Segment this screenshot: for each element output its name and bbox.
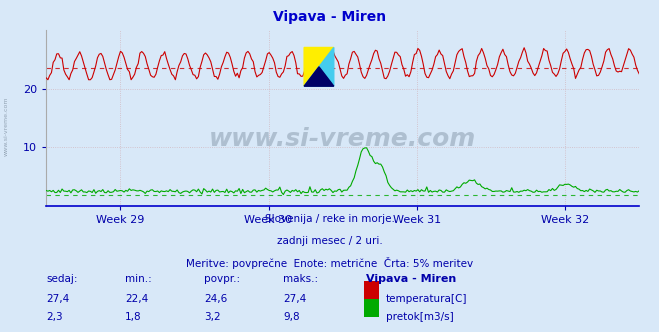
Text: Vipava - Miren: Vipava - Miren	[366, 274, 456, 284]
Text: zadnji mesec / 2 uri.: zadnji mesec / 2 uri.	[277, 236, 382, 246]
Text: Meritve: povprečne  Enote: metrične  Črta: 5% meritev: Meritve: povprečne Enote: metrične Črta:…	[186, 257, 473, 269]
Polygon shape	[304, 47, 334, 86]
Text: temperatura[C]: temperatura[C]	[386, 294, 467, 304]
Text: pretok[m3/s]: pretok[m3/s]	[386, 312, 453, 322]
Text: Vipava - Miren: Vipava - Miren	[273, 10, 386, 24]
Text: 9,8: 9,8	[283, 312, 300, 322]
Text: sedaj:: sedaj:	[46, 274, 78, 284]
Text: 27,4: 27,4	[46, 294, 69, 304]
Text: maks.:: maks.:	[283, 274, 318, 284]
Text: 22,4: 22,4	[125, 294, 148, 304]
Text: 2,3: 2,3	[46, 312, 63, 322]
Text: 1,8: 1,8	[125, 312, 142, 322]
Polygon shape	[304, 47, 334, 86]
Text: 3,2: 3,2	[204, 312, 221, 322]
Text: 27,4: 27,4	[283, 294, 306, 304]
Text: www.si-vreme.com: www.si-vreme.com	[3, 96, 9, 156]
Text: Slovenija / reke in morje.: Slovenija / reke in morje.	[264, 214, 395, 224]
Text: min.:: min.:	[125, 274, 152, 284]
Text: povpr.:: povpr.:	[204, 274, 241, 284]
Polygon shape	[304, 67, 334, 86]
Text: 24,6: 24,6	[204, 294, 227, 304]
Text: www.si-vreme.com: www.si-vreme.com	[209, 127, 476, 151]
